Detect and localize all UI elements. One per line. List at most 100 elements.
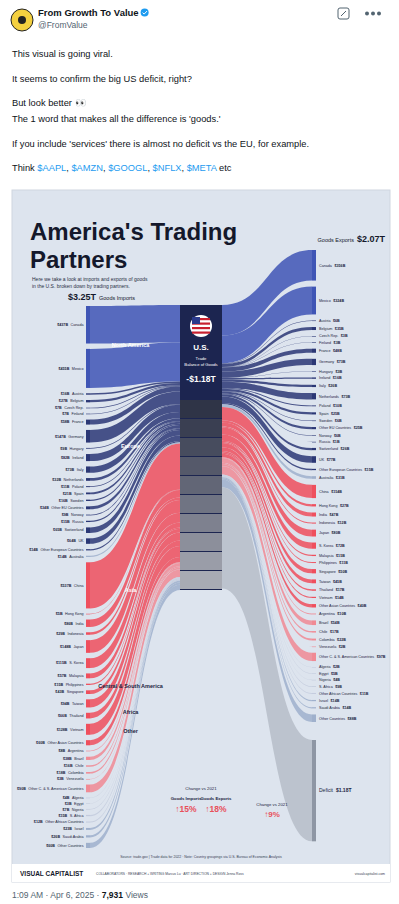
export-value: $9B — [335, 685, 342, 689]
import-node — [86, 750, 90, 752]
cashtag[interactable]: $NFLX — [153, 163, 182, 173]
export-value: $2B — [333, 665, 340, 669]
region-label: Asia — [125, 587, 138, 593]
import-value: $27B — [59, 399, 68, 403]
import-country: Singapore — [67, 690, 84, 694]
export-country: Brazil — [319, 621, 328, 625]
export-value: $324B — [333, 299, 344, 303]
export-value: $154B — [331, 490, 342, 494]
export-country: Indonesia — [319, 521, 336, 525]
center-stripe — [180, 533, 222, 551]
import-node — [86, 420, 90, 425]
import-node — [86, 400, 90, 402]
tweet-text: Think — [12, 163, 37, 173]
import-node — [86, 447, 90, 449]
cashtag[interactable]: $AMZN — [71, 163, 103, 173]
export-country: Norway — [319, 434, 332, 438]
import-node — [86, 549, 90, 550]
region-label: Africa — [123, 709, 140, 715]
brand-strip — [12, 864, 390, 882]
import-country: Austria — [72, 392, 84, 396]
export-node — [312, 393, 316, 399]
import-value: $3B — [65, 802, 72, 806]
export-node — [312, 371, 316, 373]
import-node — [86, 757, 90, 760]
import-value: $64B — [67, 539, 76, 543]
center-stripe — [180, 495, 222, 513]
change-label: Goods Exports — [201, 796, 232, 801]
import-country: Finland — [71, 412, 83, 416]
change-label: Goods Imports — [171, 796, 202, 801]
export-value: $73B — [341, 395, 350, 399]
import-country: Thailand — [69, 714, 83, 718]
import-value: $29B — [56, 632, 65, 636]
import-node — [86, 478, 90, 481]
import-value: $90B — [17, 787, 26, 791]
imports-total: $3.25T — [68, 292, 97, 302]
flag-stripe — [192, 332, 210, 334]
author-handle[interactable]: @FromValue — [38, 20, 88, 30]
import-value: $15B — [58, 814, 67, 818]
export-value: $97B — [377, 655, 386, 659]
footer-part: 7,931 — [102, 890, 124, 900]
import-flow — [90, 583, 180, 838]
export-node — [312, 707, 316, 708]
export-node — [312, 569, 316, 573]
import-node — [86, 527, 90, 533]
export-value: $22B — [337, 638, 346, 642]
export-value: $10B — [337, 612, 346, 616]
import-value: $115B — [56, 661, 67, 665]
export-country: Vietnam — [319, 596, 332, 600]
import-country: France — [72, 420, 83, 424]
import-node — [86, 684, 90, 685]
export-node — [312, 631, 316, 632]
cashtag[interactable]: $GOOGL — [108, 163, 147, 173]
import-country: Venezuela — [66, 777, 84, 781]
import-flow — [90, 578, 180, 816]
import-node — [86, 690, 90, 694]
export-country: Belgium — [319, 327, 332, 331]
export-country: Switzerland — [319, 447, 338, 451]
import-country: Poland — [72, 485, 83, 489]
export-node — [312, 555, 316, 556]
export-country: Czech Rep. — [319, 334, 338, 338]
tweet-text: Think $AAPL, $AMZN, $GOOGL, $NFLX, $META… — [12, 163, 232, 173]
import-country: Russia — [72, 520, 84, 524]
more-icon[interactable] — [371, 12, 375, 16]
export-value: $3B — [335, 370, 342, 374]
import-country: Chile — [75, 764, 83, 768]
export-country: UK — [319, 458, 325, 462]
export-country: Malaysia — [319, 554, 334, 558]
import-country: Algeria — [72, 796, 84, 800]
import-country: Argentina — [68, 749, 85, 753]
import-country: Indonesia — [68, 632, 85, 636]
cashtag[interactable]: $AAPL — [37, 163, 66, 173]
export-value: $27B — [340, 504, 349, 508]
export-value: $73B — [337, 360, 346, 364]
grok-icon[interactable] — [338, 8, 349, 19]
import-value: $60B — [36, 741, 45, 745]
balance-caption: Balance of Goods — [184, 362, 217, 367]
export-country: Thailand — [319, 588, 333, 592]
import-node — [86, 454, 90, 461]
export-node — [312, 327, 316, 330]
export-value: $72B — [336, 544, 345, 548]
export-country: Hong Kong — [319, 504, 337, 508]
import-country: Israel — [74, 827, 83, 831]
import-node — [86, 430, 90, 443]
export-value: $11B — [360, 692, 369, 696]
export-value: $14B — [335, 596, 344, 600]
import-value: $9B — [60, 447, 67, 451]
import-value: $58B — [61, 420, 70, 424]
author-name[interactable]: From Growth To Value — [38, 7, 139, 18]
import-node — [86, 797, 90, 799]
import-node — [86, 349, 90, 388]
import-country: Canada — [71, 323, 85, 327]
export-node — [312, 613, 316, 615]
import-node — [86, 815, 90, 816]
import-flow — [90, 577, 180, 798]
import-value: $9B — [62, 513, 69, 517]
export-value: $54B — [331, 621, 340, 625]
cashtag[interactable]: $META — [187, 163, 218, 173]
export-value: $356B — [334, 264, 345, 268]
